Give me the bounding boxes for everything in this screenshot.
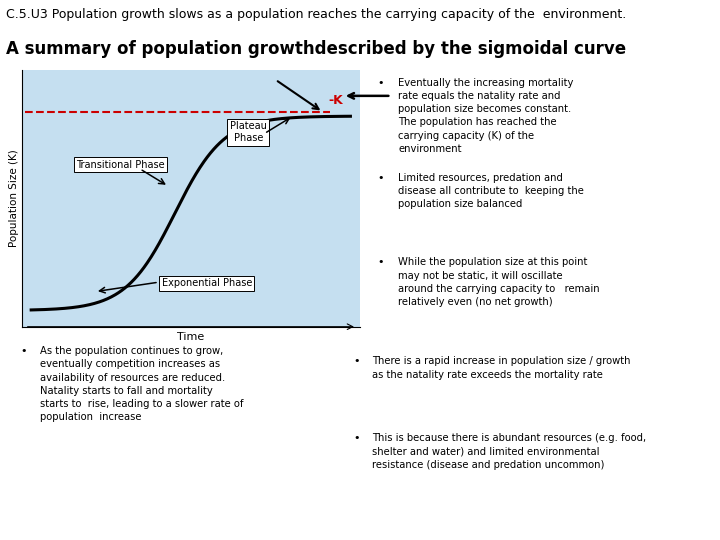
Text: Transitional Phase: Transitional Phase	[76, 160, 165, 170]
Text: •: •	[353, 433, 359, 443]
Text: While the population size at this point
may not be static, it will oscillate
aro: While the population size at this point …	[398, 258, 600, 307]
Text: •: •	[377, 78, 384, 88]
Text: Limited resources, predation and
disease all contribute to  keeping the
populati: Limited resources, predation and disease…	[398, 173, 584, 209]
Text: •: •	[353, 356, 359, 367]
Text: •: •	[377, 173, 384, 183]
Text: Exponential Phase: Exponential Phase	[161, 279, 252, 288]
Text: •: •	[377, 258, 384, 267]
X-axis label: Time: Time	[177, 332, 204, 342]
Text: There is a rapid increase in population size / growth
as the natality rate excee: There is a rapid increase in population …	[372, 356, 630, 380]
Y-axis label: Population Size (K): Population Size (K)	[9, 150, 19, 247]
Text: Plateau
Phase: Plateau Phase	[230, 121, 266, 144]
Text: C.5.U3 Population growth slows as a population reaches the carrying capacity of : C.5.U3 Population growth slows as a popu…	[6, 8, 626, 22]
Text: As the population continues to grow,
eventually competition increases as
availab: As the population continues to grow, eve…	[40, 346, 243, 422]
Text: A summary of population growthdescribed by the sigmoidal curve: A summary of population growthdescribed …	[6, 39, 626, 58]
Text: -K: -K	[328, 94, 343, 107]
Text: This is because there is abundant resources (e.g. food,
shelter and water) and l: This is because there is abundant resour…	[372, 433, 646, 470]
Text: Eventually the increasing mortality
rate equals the natality rate and
population: Eventually the increasing mortality rate…	[398, 78, 574, 154]
Text: •: •	[20, 346, 27, 356]
